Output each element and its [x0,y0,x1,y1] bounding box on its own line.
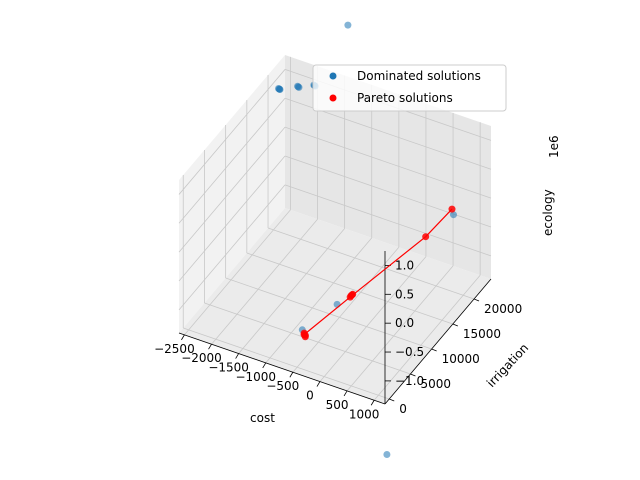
z-tick-label: 0.0 [395,316,414,330]
legend-marker-pareto [329,94,337,102]
x-tick-label: −2000 [181,351,222,365]
dominated-point [450,211,457,219]
dominated-point [294,82,302,90]
grid-y-floor [183,327,390,400]
x-tick-mark [343,390,348,397]
pareto-point [348,291,356,299]
x-tick-mark [181,334,185,341]
x-tick-mark [235,353,239,359]
z-tick-label: 0.5 [395,287,414,301]
grid-x-floor [373,275,481,401]
x-tick-mark [289,372,294,378]
grid-x-floor [211,218,318,345]
x-tick-label: 0 [306,389,314,403]
grid-y-floor [246,252,453,325]
grid-y-floor [225,277,432,350]
legend-label-dominated: Dominated solutions [357,69,481,83]
y-tick-label: 5000 [420,377,451,391]
z-axis-label: ecology [541,189,555,236]
x-axis-label: cost [250,411,275,425]
y-axis-line [384,278,492,405]
y-tick-label: 10000 [442,352,480,366]
x-tick-label: −1000 [235,370,276,384]
x-tick-label: −500 [266,379,299,393]
x-tick-label: −1500 [208,361,249,375]
pareto-point [448,205,456,213]
y-axis-label: irrigation [484,341,531,390]
y-tick-mark [389,398,395,402]
grid-z-back [284,184,492,257]
y-tick-mark [410,373,416,377]
x-tick-label: −2500 [154,342,195,356]
y-tick-label: 0 [399,402,407,416]
x-axis-line [178,332,386,405]
z-tick-label: −1.0 [395,374,424,388]
pareto-point [422,233,430,241]
z-tick-label: 1.0 [395,258,414,272]
x-tick-label: 1000 [349,407,380,421]
y-tick-mark [431,348,437,352]
pareto-point [301,331,309,339]
y-tick-label: 20000 [484,302,522,316]
dominated-point [383,451,391,458]
legend: Dominated solutions Pareto solutions [312,64,507,112]
dominated-point [344,21,352,29]
grid-z-left [178,126,286,253]
grid-x-floor [346,265,454,392]
grid-z-left [178,98,286,224]
dominated-point [333,300,341,308]
grid-y-floor [267,227,475,300]
grid-x-floor [184,209,291,336]
y-tick-mark [473,298,480,302]
x-tick-mark [370,400,375,406]
x-tick-mark [262,362,267,369]
pane-left [179,55,285,333]
legend-marker-dominated [329,72,337,80]
axis-lines [178,251,492,405]
x-tick-label: 500 [326,398,349,412]
legend-frame [312,64,507,112]
x-tick-mark [208,344,212,350]
grid-z-left [178,184,286,311]
grid-z-left [178,69,286,195]
grid-x-floor [319,256,427,382]
grid-z-left [178,155,286,282]
z-tick-label: −0.5 [395,345,424,359]
grid-z-back [284,126,492,199]
grid-x-floor [292,246,400,373]
dominated-point [276,85,284,93]
grid-x-floor [238,228,345,354]
pareto-front-line [303,208,453,336]
grid-x-floor [265,237,373,364]
x-tick-mark [316,381,321,387]
y-tick-mark [452,323,458,327]
z-offset-text: 1e6 [547,135,561,158]
y-tick-label: 15000 [463,327,501,341]
legend-label-pareto: Pareto solutions [357,91,453,105]
